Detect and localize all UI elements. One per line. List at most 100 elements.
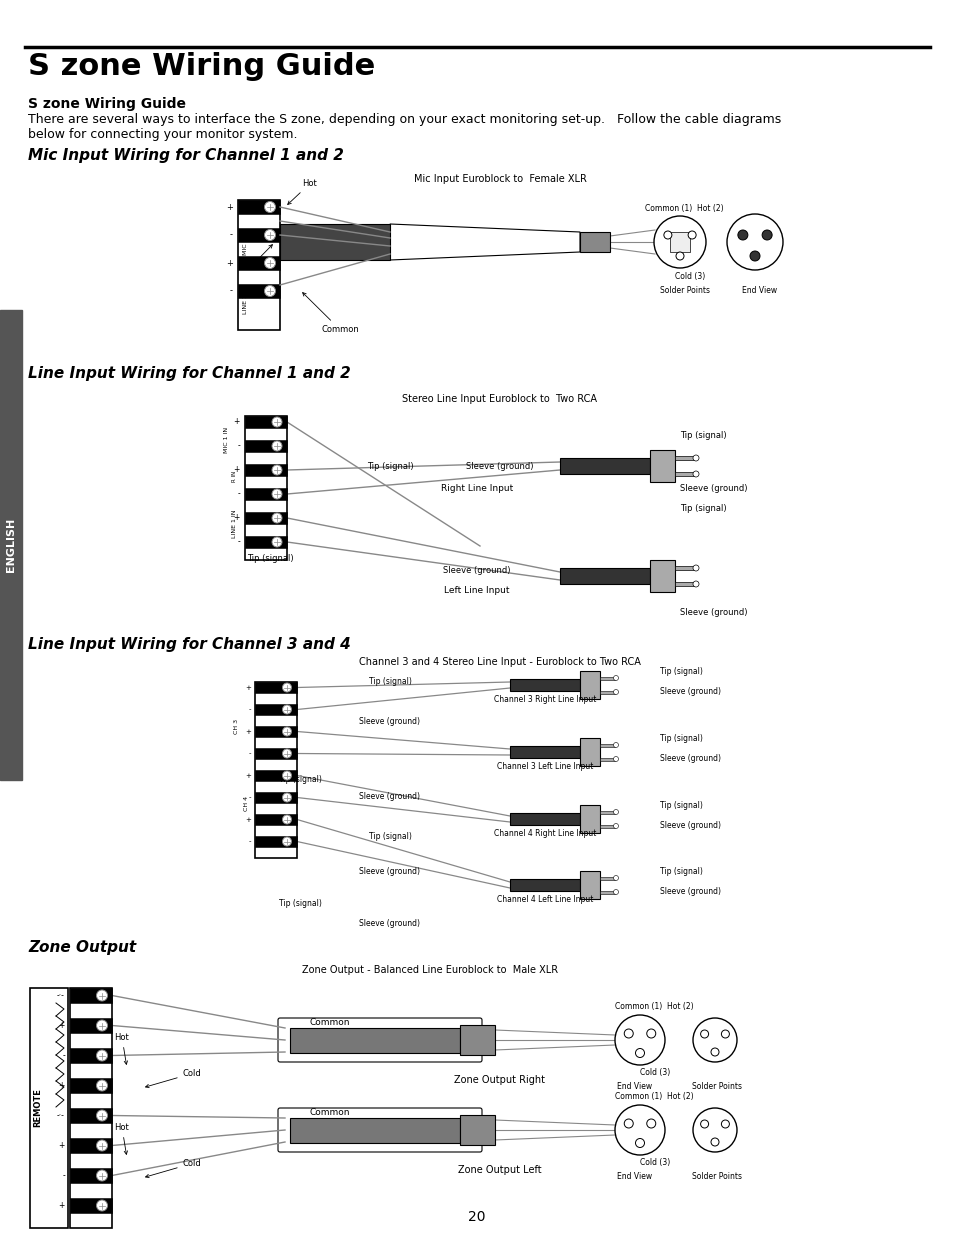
Bar <box>579 805 599 832</box>
Bar <box>599 743 615 746</box>
Text: -: - <box>230 231 233 240</box>
Text: Tip (signal): Tip (signal) <box>278 776 321 784</box>
Circle shape <box>720 1120 729 1128</box>
Circle shape <box>710 1049 719 1056</box>
Circle shape <box>282 815 292 824</box>
Circle shape <box>96 1050 108 1061</box>
Text: Common: Common <box>302 293 358 333</box>
Bar <box>70 988 112 1003</box>
Bar <box>675 582 695 585</box>
Circle shape <box>272 466 282 475</box>
Circle shape <box>282 793 292 802</box>
Circle shape <box>692 580 699 587</box>
Text: Solder Points: Solder Points <box>691 1172 741 1181</box>
Circle shape <box>613 889 618 894</box>
Text: +: + <box>58 1200 65 1210</box>
Text: Sleeve (ground): Sleeve (ground) <box>659 687 720 697</box>
Bar <box>237 228 280 242</box>
Circle shape <box>635 1049 644 1057</box>
Circle shape <box>692 564 699 571</box>
Circle shape <box>613 676 618 680</box>
Text: +: + <box>245 684 251 690</box>
Bar <box>245 440 287 452</box>
Text: Sleeve (ground): Sleeve (ground) <box>659 821 720 830</box>
Text: ENGLISH: ENGLISH <box>6 517 16 572</box>
Bar <box>579 232 609 252</box>
Text: Cold: Cold <box>146 1158 201 1178</box>
Bar <box>599 877 615 879</box>
Text: Hot: Hot <box>114 1123 130 1155</box>
Text: REMOTE: REMOTE <box>33 1088 43 1128</box>
Text: Line Input Wiring for Channel 1 and 2: Line Input Wiring for Channel 1 and 2 <box>28 366 351 382</box>
Bar <box>599 810 615 814</box>
Text: Left Line Input: Left Line Input <box>444 585 509 595</box>
Text: Sleeve (ground): Sleeve (ground) <box>659 755 720 763</box>
Bar <box>245 488 287 500</box>
Text: Zone Output: Zone Output <box>28 940 136 955</box>
Circle shape <box>613 757 618 762</box>
Circle shape <box>720 1030 729 1037</box>
Bar <box>510 679 579 692</box>
Circle shape <box>264 258 275 268</box>
Circle shape <box>635 1139 644 1147</box>
Text: -: - <box>230 287 233 295</box>
Text: S zone Wiring Guide: S zone Wiring Guide <box>28 98 186 111</box>
Text: Tip (signal): Tip (signal) <box>679 431 726 440</box>
Text: Sleeve (ground): Sleeve (ground) <box>359 919 420 927</box>
Text: +: + <box>58 1021 65 1030</box>
Text: +: + <box>58 1081 65 1091</box>
Text: Tip (signal): Tip (signal) <box>278 899 321 908</box>
Text: End View: End View <box>617 1172 652 1181</box>
Circle shape <box>272 537 282 547</box>
Bar <box>237 200 280 214</box>
Bar <box>70 1198 112 1213</box>
Circle shape <box>613 824 618 829</box>
Bar <box>70 1018 112 1032</box>
Bar <box>280 224 390 261</box>
Text: Cold (3): Cold (3) <box>639 1068 670 1077</box>
Circle shape <box>272 417 282 427</box>
Text: -: - <box>237 537 240 547</box>
Text: -: - <box>62 1051 65 1060</box>
Bar <box>245 513 287 524</box>
Text: Cold (3): Cold (3) <box>675 272 704 282</box>
Bar <box>675 456 695 459</box>
Bar <box>237 200 280 330</box>
Text: +: + <box>58 1141 65 1150</box>
Circle shape <box>749 251 760 261</box>
Text: LINE 1 IN: LINE 1 IN <box>243 285 248 314</box>
Bar <box>579 739 599 766</box>
Circle shape <box>96 1079 108 1091</box>
Circle shape <box>282 683 292 692</box>
Circle shape <box>692 1018 737 1062</box>
Circle shape <box>282 705 292 714</box>
Text: Tip (signal): Tip (signal) <box>659 802 702 810</box>
Bar <box>599 757 615 761</box>
Text: Sleeve (ground): Sleeve (ground) <box>679 608 747 618</box>
Bar <box>245 536 287 548</box>
Circle shape <box>646 1029 655 1037</box>
Text: Tip (signal): Tip (signal) <box>659 667 702 676</box>
Text: End View: End View <box>741 287 777 295</box>
Bar <box>70 1049 112 1063</box>
Text: Sleeve (ground): Sleeve (ground) <box>359 867 420 876</box>
Circle shape <box>676 252 683 261</box>
Circle shape <box>663 231 671 240</box>
Circle shape <box>272 513 282 522</box>
Text: There are several ways to interface the S zone, depending on your exact monitori: There are several ways to interface the … <box>28 112 781 126</box>
Text: Common (1)  Hot (2): Common (1) Hot (2) <box>615 1092 693 1100</box>
Text: R IN: R IN <box>233 471 237 482</box>
Circle shape <box>726 214 782 270</box>
Text: -: - <box>237 441 240 451</box>
Text: CH 3: CH 3 <box>234 719 239 734</box>
Text: Sleeve (ground): Sleeve (ground) <box>359 792 420 802</box>
Text: Channel 4 Right Line Input: Channel 4 Right Line Input <box>494 829 596 839</box>
Circle shape <box>282 748 292 758</box>
Bar <box>510 813 579 825</box>
Text: Sleeve (ground): Sleeve (ground) <box>659 887 720 897</box>
Bar <box>245 464 287 475</box>
Circle shape <box>613 742 618 747</box>
Bar <box>599 825 615 827</box>
Circle shape <box>96 1140 108 1151</box>
Circle shape <box>264 285 275 296</box>
